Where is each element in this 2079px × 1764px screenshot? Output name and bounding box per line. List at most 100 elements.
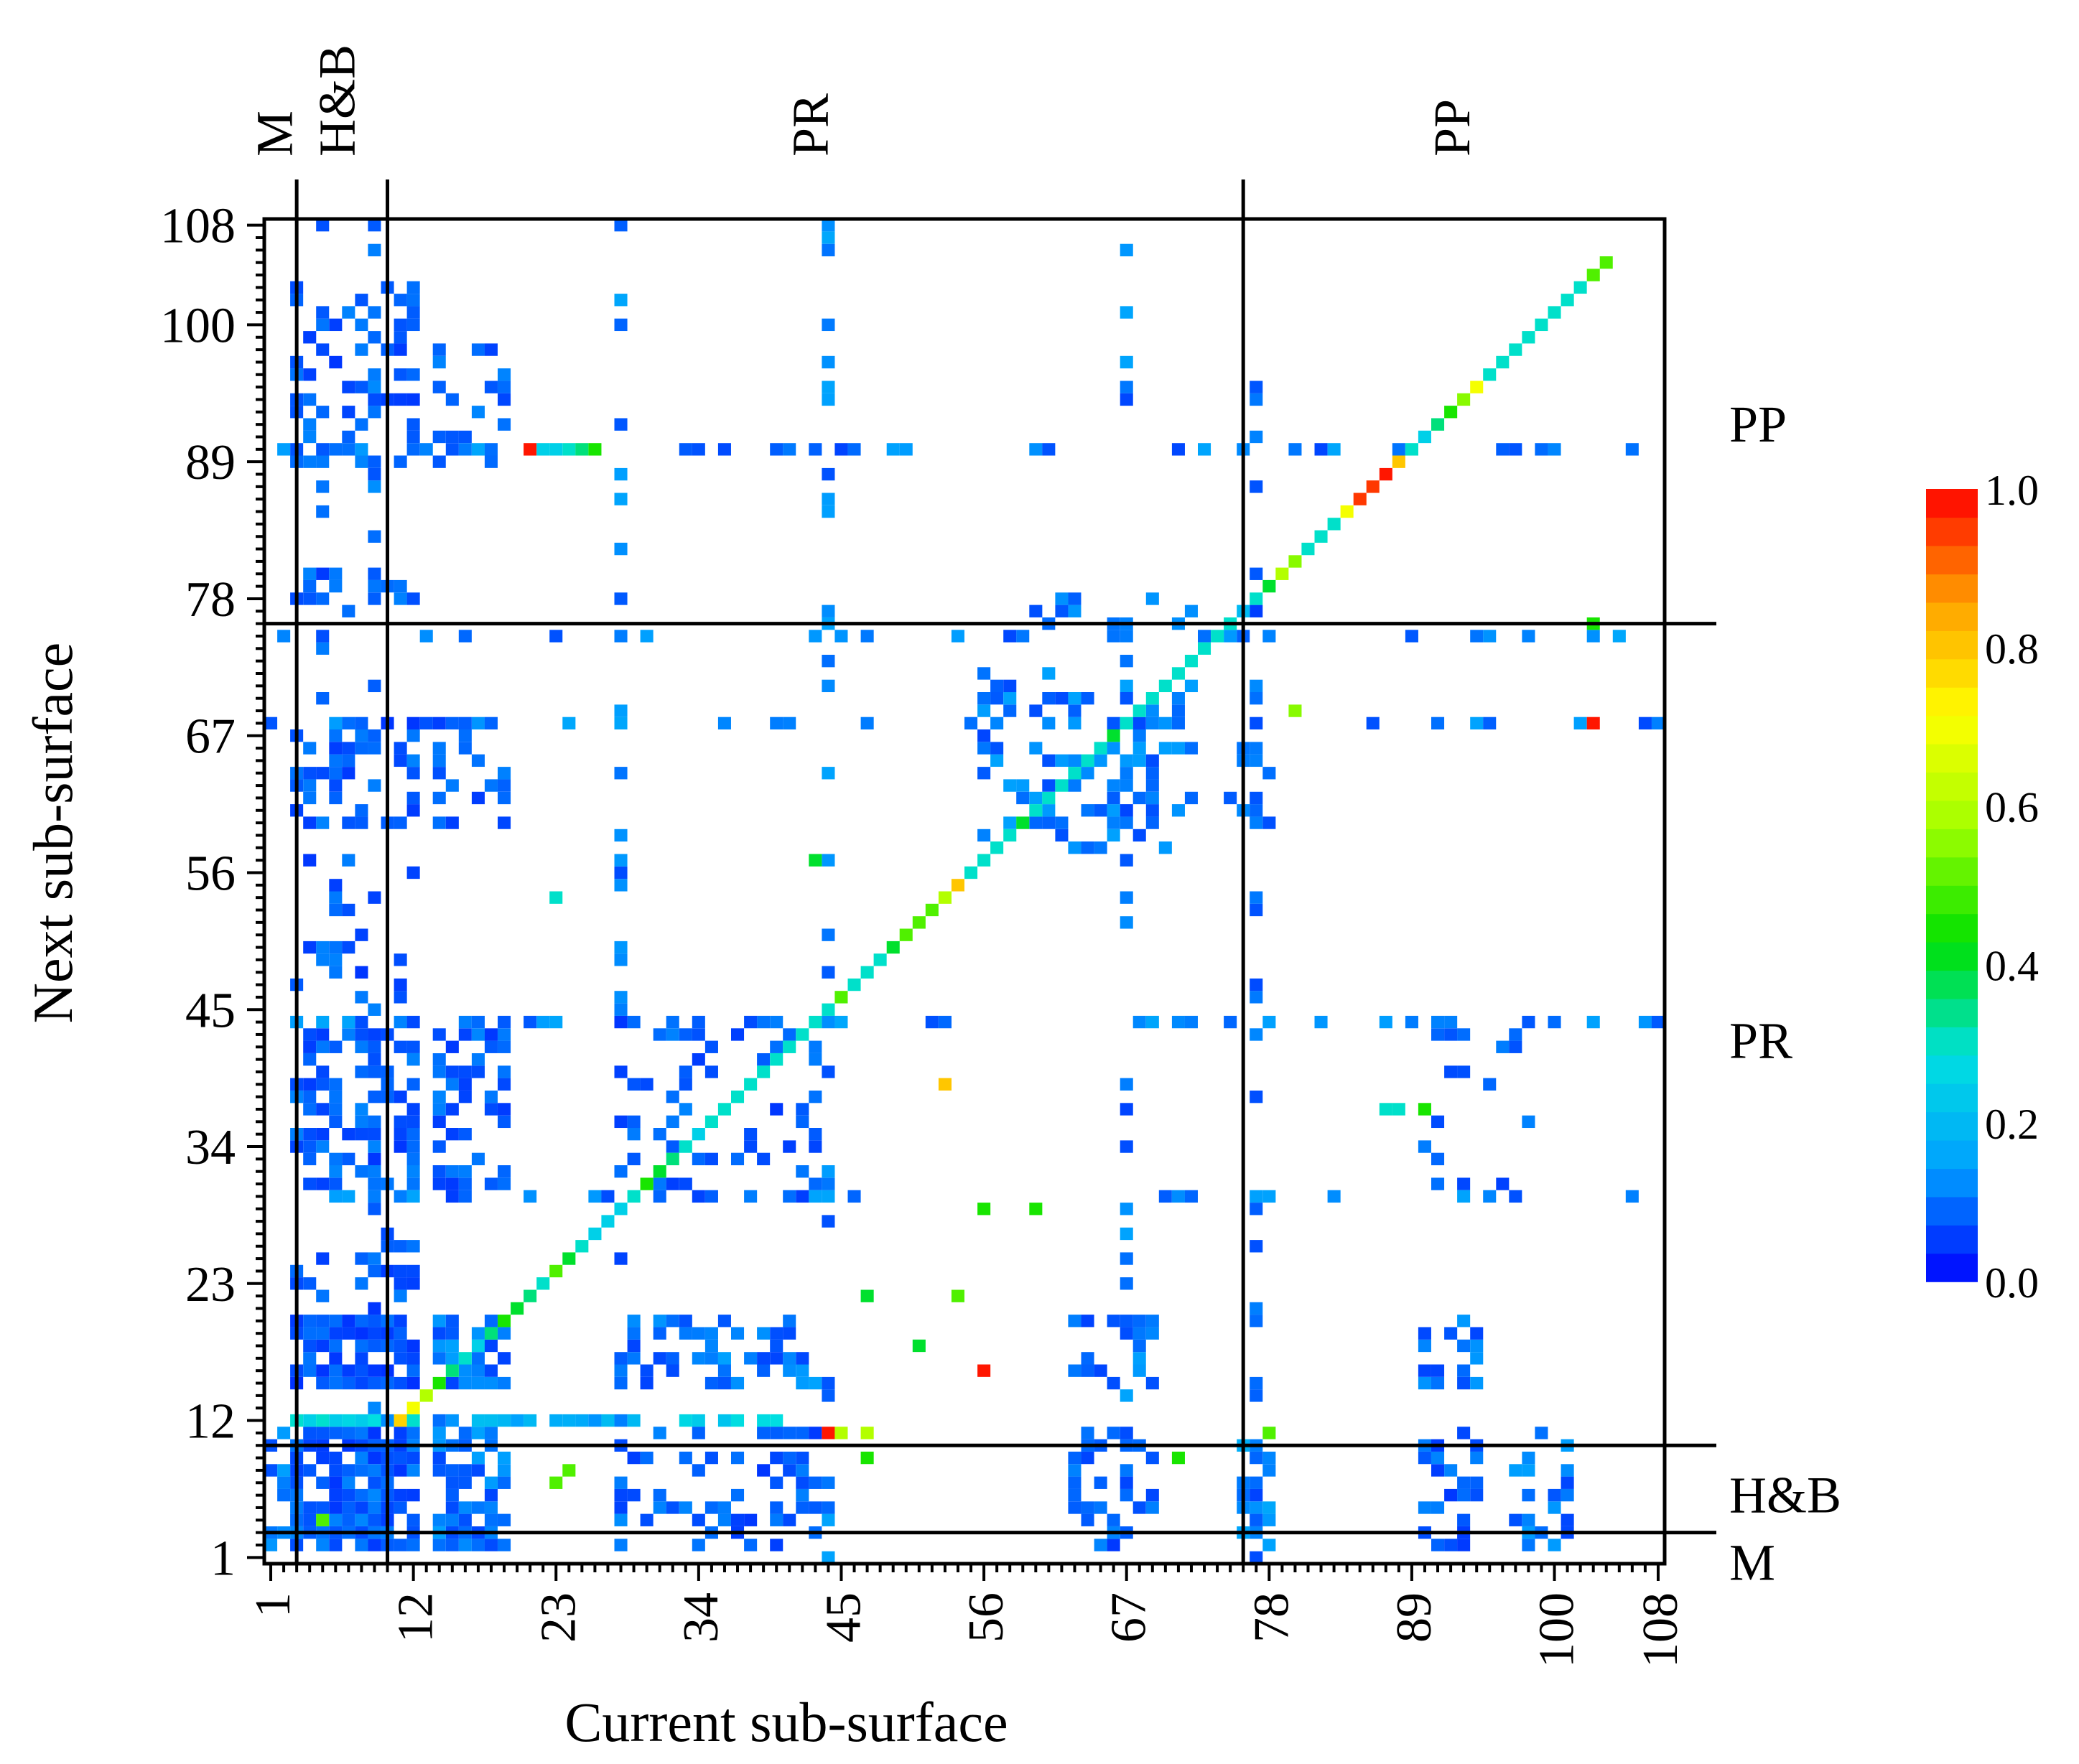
heatmap-cell <box>329 791 343 805</box>
heatmap-cell <box>1145 1488 1159 1502</box>
plot-border <box>262 217 1667 1566</box>
heatmap-cell <box>562 1464 576 1477</box>
heatmap-cell <box>1457 1339 1471 1353</box>
heatmap-cell <box>1586 630 1600 643</box>
group-label-top: M <box>246 111 304 157</box>
heatmap-cell <box>822 1215 835 1228</box>
heatmap-cell <box>1068 1501 1082 1514</box>
heatmap-cell <box>886 941 900 954</box>
heatmap-cell <box>394 991 407 1004</box>
heatmap-cell <box>342 1128 355 1141</box>
heatmap-cell <box>316 567 330 580</box>
x-tick-label: 23 <box>531 1592 586 1643</box>
x-tick-label: 67 <box>1102 1592 1157 1643</box>
heatmap-cell <box>406 443 420 456</box>
heatmap-cell <box>329 966 343 979</box>
heatmap-cell <box>1120 692 1133 705</box>
heatmap-cell <box>394 754 407 767</box>
heatmap-cell <box>809 1040 822 1053</box>
heatmap-cell <box>614 953 628 966</box>
heatmap-cell <box>329 1501 343 1514</box>
heatmap-cell <box>419 443 433 456</box>
heatmap-cell <box>614 1352 628 1365</box>
heatmap-cell <box>601 1215 615 1228</box>
heatmap-cell <box>809 1190 822 1203</box>
heatmap-cell <box>614 1539 628 1551</box>
colorbar-tick-label: 1.0 <box>1985 467 2039 514</box>
heatmap-cell <box>1314 443 1328 456</box>
heatmap-cell <box>666 1315 679 1327</box>
heatmap-cell <box>329 1165 343 1178</box>
heatmap-cell <box>1522 331 1535 344</box>
x-tick-label: 78 <box>1244 1592 1299 1643</box>
heatmap-cell <box>1470 1352 1484 1365</box>
heatmap-cell <box>614 418 628 431</box>
heatmap-cell <box>445 1315 459 1327</box>
heatmap-cell <box>342 941 355 954</box>
heatmap-cell <box>614 592 628 605</box>
heatmap-cell <box>614 866 628 879</box>
heatmap-cell <box>368 1401 381 1414</box>
heatmap-cell <box>316 1501 330 1514</box>
heatmap-cell <box>666 1501 679 1514</box>
heatmap-cell <box>355 1315 368 1327</box>
heatmap-cell <box>342 1028 355 1041</box>
heatmap-cell <box>394 343 407 356</box>
heatmap-cell <box>498 1539 511 1551</box>
heatmap-cell <box>1431 1539 1445 1551</box>
heatmap-cell <box>1132 1501 1146 1514</box>
heatmap-cell <box>679 1078 692 1091</box>
heatmap-cell <box>368 592 381 605</box>
heatmap-cell <box>277 630 291 643</box>
heatmap-cell <box>394 1128 407 1141</box>
heatmap-cell <box>834 991 848 1004</box>
heatmap-cell <box>951 1289 964 1302</box>
heatmap-cell <box>717 1103 731 1116</box>
heatmap-cell <box>1120 1389 1133 1402</box>
heatmap-cell <box>744 1352 758 1365</box>
heatmap-cell <box>1120 393 1133 406</box>
heatmap-cell <box>316 767 330 780</box>
heatmap-cell <box>1457 1065 1471 1078</box>
heatmap-cell <box>847 978 861 991</box>
heatmap-cell <box>822 219 835 232</box>
heatmap-cell <box>394 331 407 344</box>
heatmap-cell <box>303 1103 317 1116</box>
heatmap-cell <box>406 866 420 879</box>
heatmap-cell <box>471 1427 485 1439</box>
heatmap-cell <box>1625 1190 1639 1203</box>
heatmap-cell <box>692 1190 705 1203</box>
heatmap-cell <box>1444 1015 1458 1029</box>
heatmap-cell <box>796 1464 809 1477</box>
heatmap-cell <box>1068 1488 1082 1502</box>
heatmap-cell <box>1145 1015 1159 1029</box>
heatmap-cell <box>1405 630 1418 643</box>
heatmap-cell <box>355 742 368 755</box>
heatmap-cell <box>1158 679 1172 693</box>
heatmap-cell <box>1327 1190 1341 1203</box>
heatmap-cell <box>731 1414 745 1427</box>
heatmap-cell <box>1586 717 1600 730</box>
heatmap-cell <box>406 754 420 767</box>
heatmap-cell <box>783 1315 796 1327</box>
heatmap-cell <box>316 1327 330 1340</box>
heatmap-cell <box>744 1539 758 1551</box>
heatmap-cell <box>316 1513 330 1526</box>
heatmap-cell <box>1158 1190 1172 1203</box>
heatmap-cell <box>498 368 511 381</box>
heatmap-cell <box>1171 704 1185 717</box>
colorbar-segment <box>1926 970 1978 999</box>
heatmap-cell <box>329 1427 343 1439</box>
heatmap-cell <box>1081 692 1094 705</box>
heatmap-cell <box>822 1376 835 1390</box>
heatmap-cell <box>471 1464 485 1477</box>
heatmap-cell <box>329 1339 343 1353</box>
heatmap-cell <box>406 306 420 319</box>
heatmap-cell <box>471 1414 485 1427</box>
heatmap-cell <box>614 1165 628 1178</box>
heatmap-cell <box>990 754 1004 767</box>
heatmap-cell <box>796 1427 809 1439</box>
heatmap-cell <box>406 1053 420 1066</box>
heatmap-cell <box>406 1277 420 1290</box>
heatmap-cell <box>640 1376 654 1390</box>
